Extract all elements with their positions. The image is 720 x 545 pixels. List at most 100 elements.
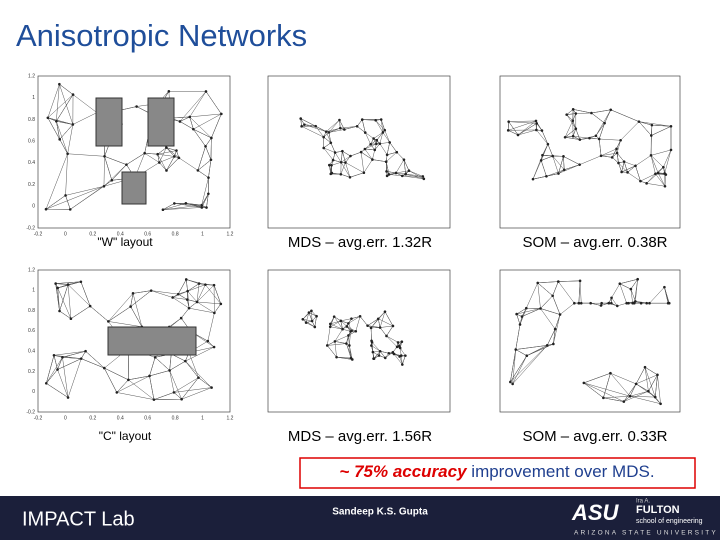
network-node — [340, 161, 343, 164]
network-node — [363, 171, 366, 174]
network-node — [80, 357, 83, 360]
y-tick-label: 0.6 — [28, 138, 35, 144]
network-node — [517, 134, 520, 137]
network-edge — [66, 195, 71, 209]
network-node — [546, 344, 549, 347]
x-tick-label: 0.8 — [172, 231, 179, 237]
network-node — [603, 122, 606, 125]
network-node — [575, 127, 578, 130]
network-node — [179, 120, 182, 123]
network-edge — [510, 356, 526, 382]
network-edge — [193, 129, 211, 138]
y-tick-label: 0.8 — [28, 308, 35, 314]
x-tick-label: 1 — [201, 415, 204, 421]
network-node — [507, 129, 510, 132]
network-edge — [62, 357, 68, 397]
network-node — [620, 171, 623, 174]
network-node — [398, 355, 401, 358]
network-node — [360, 151, 363, 154]
x-tick-label: 1 — [201, 231, 204, 237]
network-node — [372, 137, 375, 140]
network-node — [373, 149, 376, 152]
network-edge — [380, 326, 393, 328]
summary: ~ 75% accuracy improvement over MDS. — [339, 462, 654, 481]
network-node — [554, 328, 557, 331]
network-edge — [651, 126, 671, 135]
network-node — [644, 366, 647, 369]
network-edge — [193, 129, 205, 146]
network-edge — [186, 279, 187, 291]
network-node — [69, 208, 72, 211]
network-node — [310, 310, 313, 313]
network-edge — [58, 285, 68, 288]
network-edge — [533, 176, 546, 179]
network-node — [339, 127, 342, 130]
network-edge — [208, 313, 215, 341]
panel-caption: SOM – avg.err. 0.38R — [522, 234, 667, 251]
network-node — [535, 120, 538, 123]
network-edge — [590, 138, 600, 139]
network-edge — [158, 154, 175, 156]
network-node — [198, 282, 201, 285]
network-node — [619, 282, 622, 285]
network-node — [647, 390, 650, 393]
network-edge — [56, 284, 68, 285]
network-node — [103, 155, 106, 158]
network-node — [610, 302, 613, 305]
network-edge — [316, 126, 324, 137]
network-node — [331, 172, 334, 175]
x-tick-label: -0.2 — [34, 231, 43, 237]
network-node — [45, 208, 48, 211]
y-tick-label: 0.4 — [28, 160, 35, 166]
network-node — [638, 120, 641, 123]
network-node — [401, 363, 404, 366]
network-edge — [584, 373, 611, 383]
network-node — [359, 315, 362, 318]
network-node — [552, 343, 555, 346]
network-node — [375, 143, 378, 146]
network-node — [401, 340, 404, 343]
obstacle — [96, 98, 122, 146]
network-edge — [372, 160, 386, 162]
network-node — [165, 146, 168, 149]
network-node — [395, 172, 398, 175]
network-node — [67, 396, 70, 399]
x-tick-label: 0.6 — [144, 415, 151, 421]
network-edge — [335, 341, 347, 343]
network-edge — [128, 380, 154, 400]
network-edge — [596, 110, 611, 136]
network-node — [509, 381, 512, 384]
network-node — [565, 113, 568, 116]
network-edge — [517, 308, 541, 314]
network-node — [299, 117, 302, 120]
network-node — [600, 154, 603, 157]
network-node — [330, 141, 333, 144]
network-node — [351, 358, 354, 361]
network-node — [388, 141, 391, 144]
network-edge — [117, 380, 129, 393]
network-node — [583, 382, 586, 385]
network-node — [378, 354, 381, 357]
network-edge — [372, 150, 374, 160]
network-edge — [60, 139, 68, 153]
network-edge — [599, 139, 620, 140]
network-node — [192, 128, 195, 131]
panel-caption: MDS – avg.err. 1.56R — [288, 428, 432, 445]
network-edge — [365, 149, 375, 150]
x-tick-label: -0.2 — [34, 415, 43, 421]
network-node — [58, 83, 61, 86]
network-edge — [376, 120, 385, 130]
network-edge — [518, 123, 537, 135]
network-node — [623, 160, 626, 163]
network-node — [305, 321, 308, 324]
network-edge — [151, 291, 178, 295]
network-edge — [170, 370, 174, 392]
network-edge — [630, 391, 648, 396]
network-edge — [133, 293, 142, 326]
network-node — [178, 157, 181, 160]
network-edge — [214, 304, 220, 313]
network-node — [72, 123, 75, 126]
network-node — [616, 305, 619, 308]
network-node — [300, 125, 303, 128]
network-edge — [104, 368, 128, 380]
